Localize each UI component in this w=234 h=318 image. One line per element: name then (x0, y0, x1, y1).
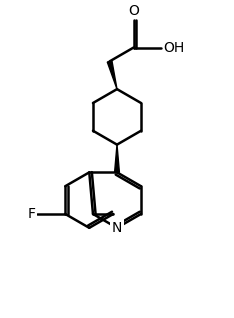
Text: O: O (128, 4, 139, 18)
Text: OH: OH (163, 40, 184, 54)
Text: N: N (112, 221, 122, 235)
Text: F: F (28, 207, 36, 221)
Polygon shape (115, 145, 119, 172)
Polygon shape (107, 61, 117, 89)
